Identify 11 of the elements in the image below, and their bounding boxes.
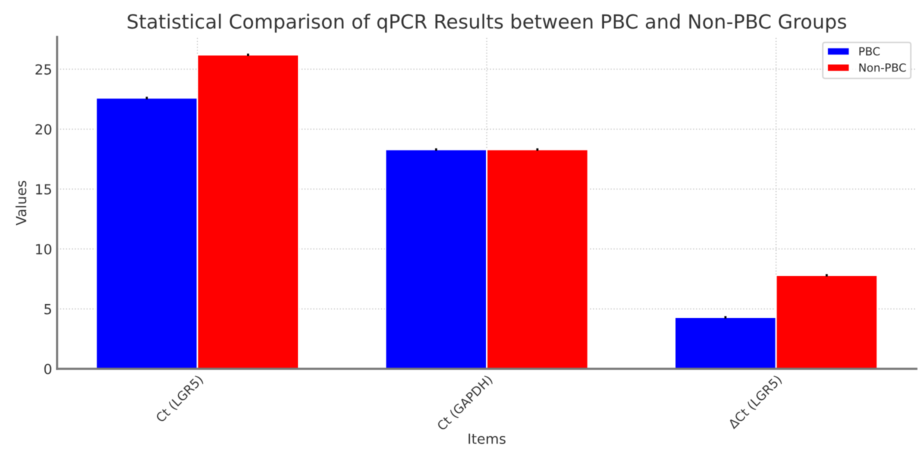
- x-axis-title: Items: [468, 434, 506, 444]
- y-tick-label: 25: [36, 64, 52, 75]
- chart-title: Statistical Comparison of qPCR Results between PBC and Non-PBC Groups: [128, 14, 846, 33]
- y-tick-label: 15: [36, 184, 52, 195]
- y-tick-label: 5: [44, 304, 52, 314]
- y-tick-label: 20: [36, 124, 52, 135]
- y-axis-title: Values: [16, 180, 26, 226]
- y-tick-label: 10: [36, 244, 52, 254]
- legend-label: Non-PBC: [859, 63, 906, 72]
- legend-label: PBC: [859, 47, 880, 56]
- y-tick-label: 0: [44, 364, 52, 374]
